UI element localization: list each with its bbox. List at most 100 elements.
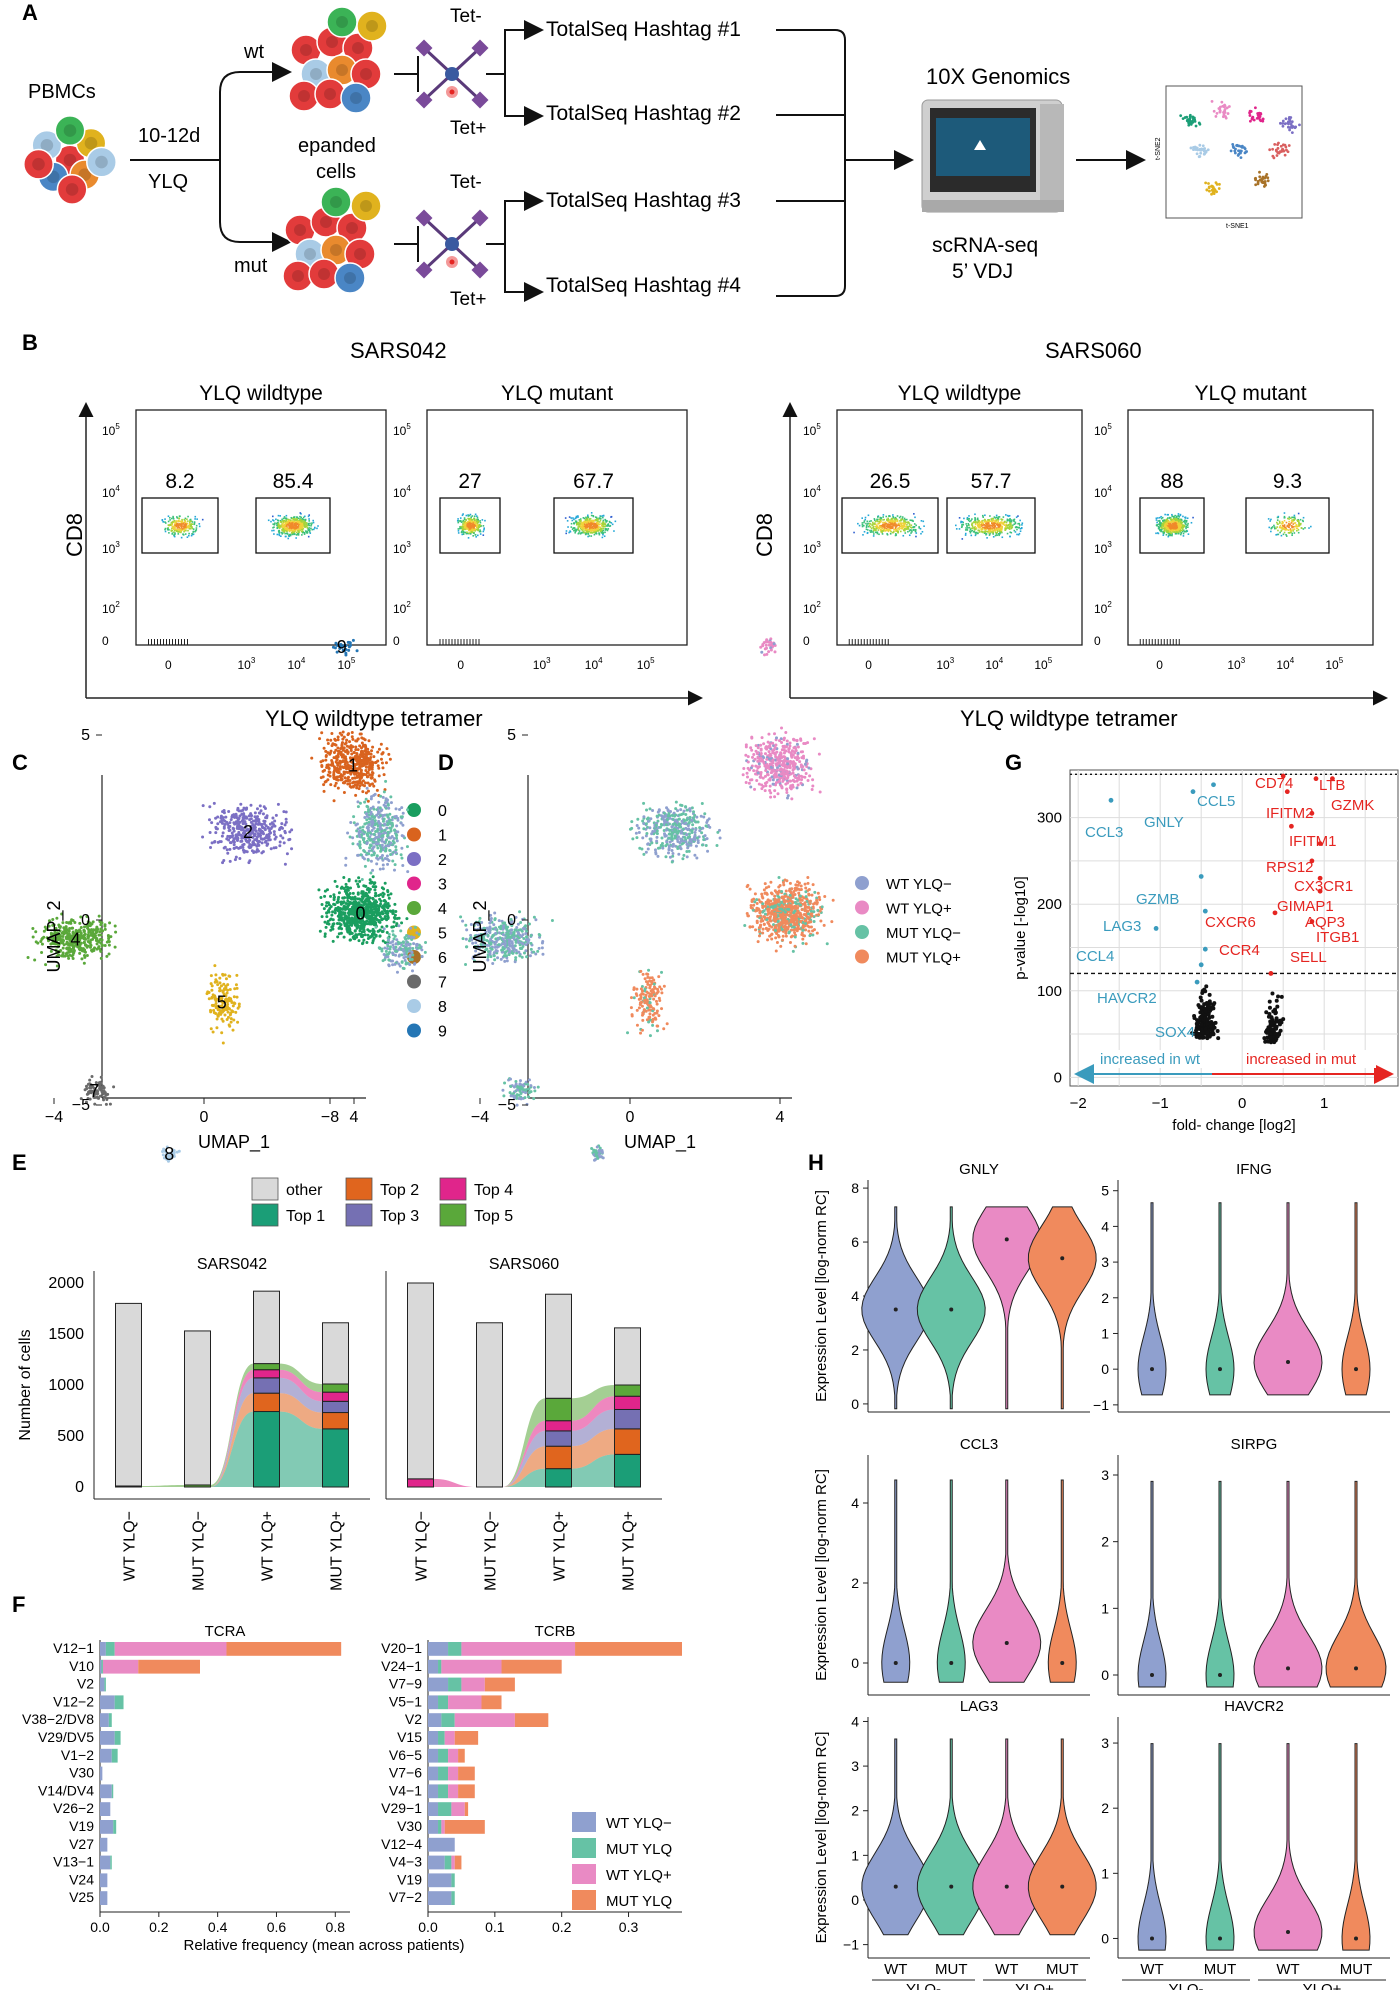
- tcr-bar-segment: [454, 1855, 462, 1870]
- x-tick-label: 0.8: [326, 1919, 346, 1935]
- tet-neg-label-1: Tet-: [450, 6, 482, 27]
- y-tick-label: 102: [803, 600, 821, 616]
- x-tick-label: 104: [288, 656, 306, 672]
- panel-a: A PBMCs 10-12d YLQ wt mut epanded cells …: [22, 0, 1303, 310]
- y-tick-label: V6−5: [389, 1747, 422, 1763]
- panel-label-d: D: [438, 750, 454, 775]
- violin-shape: [1341, 1743, 1371, 1951]
- tcr-bar-segment: [100, 1766, 103, 1781]
- umap-xlabel: UMAP_1: [198, 1132, 270, 1153]
- x-tick-label: 103: [238, 656, 256, 672]
- gate-percent: 27: [458, 470, 481, 493]
- panel-label-f: F: [12, 1592, 25, 1617]
- legend-label: 3: [438, 877, 447, 894]
- legend-swatch: [855, 900, 869, 915]
- tcr-bar-segment: [428, 1642, 449, 1656]
- tcr-bar-segment: [428, 1659, 439, 1674]
- volcano-point: [1266, 1029, 1271, 1034]
- y-tick-label: −5: [498, 1097, 516, 1114]
- gate-percent: 57.7: [971, 470, 1012, 493]
- pbmc-cells-icon: [23, 115, 117, 205]
- volcano-point: [1270, 991, 1275, 996]
- tcr-bar-segment: [100, 1891, 108, 1905]
- tcr-bar-segment: [438, 1784, 449, 1799]
- violin-median: [1060, 1884, 1065, 1889]
- tcr-bar-segment: [444, 1855, 452, 1870]
- flow-plot-title: YLQ wildtype: [199, 382, 323, 405]
- flow-plot-title: YLQ mutant: [501, 382, 613, 405]
- wt-gene-label: CCL3: [1085, 824, 1123, 841]
- legend-label: WT YLQ−: [606, 1815, 672, 1832]
- wt-gene-label: GZMB: [1136, 891, 1179, 908]
- tcr-bar-segment: [100, 1873, 108, 1888]
- violin-gene-title: HAVCR2: [1224, 1698, 1284, 1715]
- violin-median: [1354, 1666, 1358, 1671]
- legend-swatch: [439, 1203, 467, 1227]
- tcr-bar-segment: [438, 1659, 442, 1674]
- y-tick-label: V15: [397, 1729, 422, 1745]
- mut-gene-label: RPS12: [1266, 859, 1314, 876]
- y-tick-label: 0: [393, 634, 400, 648]
- volcano-point: [1268, 1035, 1273, 1040]
- y-tick-label: 8: [851, 1180, 859, 1196]
- y-tick-label: V2: [405, 1711, 422, 1727]
- y-tick-label: V7−2: [389, 1889, 422, 1905]
- y-tick-label: 4: [851, 1288, 859, 1304]
- tcr-bar-segment: [428, 1873, 452, 1888]
- gate-percent: 9.3: [1273, 470, 1302, 493]
- violin-shape: [1325, 1480, 1387, 1688]
- legend-swatch: [572, 1890, 596, 1910]
- violin-shape: [1253, 1202, 1323, 1396]
- x-tick-exp: 3: [546, 656, 551, 665]
- gate-box: [255, 497, 331, 554]
- volcano-plot: −2 −1 0 1 0 100 200 300 fold- change [log2] p-val…: [1012, 769, 1399, 1134]
- volcano-point: [1317, 841, 1323, 846]
- y-tick-label: 102: [393, 600, 411, 616]
- volcano-point: [1273, 1031, 1278, 1036]
- tcr-bar-segment: [138, 1659, 200, 1674]
- legend-label: MUT YLQ: [606, 1841, 672, 1858]
- legend-label: WT YLQ+: [606, 1867, 672, 1884]
- clone-bar-segment: [322, 1383, 349, 1393]
- tcr-bar-segment: [514, 1713, 549, 1727]
- y-tick-label: 1500: [48, 1326, 84, 1343]
- tcr-bar-segment: [114, 1695, 124, 1710]
- volcano-point: [1211, 782, 1216, 788]
- gate-box: [553, 497, 634, 554]
- tcr-bar-segment: [108, 1713, 112, 1727]
- pbmcs-label: PBMCs: [28, 81, 96, 103]
- volcano-point: [1198, 962, 1204, 968]
- tcr-bar-segment: [448, 1784, 459, 1799]
- y-tick-label: 5: [1101, 1183, 1109, 1199]
- tcr-bar-segment: [100, 1837, 108, 1852]
- x-tick-exp: 4: [999, 656, 1004, 665]
- volcano-point: [1279, 994, 1284, 999]
- y-tick-label: 4: [1101, 1218, 1109, 1234]
- tcr-bar-segment: [111, 1748, 118, 1763]
- wt-gene-label: CCL4: [1076, 948, 1114, 965]
- clone-bar-other: [184, 1330, 211, 1486]
- clone-ribbon: [433, 1428, 641, 1487]
- legend-swatch: [407, 999, 421, 1013]
- volcano-point: [1207, 1004, 1212, 1009]
- volcano-point: [1274, 998, 1279, 1003]
- tcr-bar-segment: [100, 1731, 115, 1745]
- panel-label-g: G: [1005, 750, 1022, 775]
- x-tick-label: 105: [1034, 656, 1052, 672]
- y-tick-label: V29/DV5: [38, 1729, 94, 1745]
- volcano-point: [1204, 984, 1209, 989]
- mut-gene-label: IFITM1: [1289, 833, 1337, 850]
- legend-swatch: [407, 974, 421, 989]
- y-tick-label: V2: [77, 1676, 94, 1692]
- x-tick-label: 1: [1320, 1095, 1328, 1112]
- clone-ribbon: [141, 1393, 349, 1487]
- legend-swatch: [251, 1177, 279, 1201]
- tcr-bar-segment: [438, 1731, 445, 1745]
- y-tick-label: −1: [1093, 1397, 1109, 1413]
- mut-gene-label: LTB: [1319, 777, 1345, 794]
- tcr-bar-segment: [100, 1659, 102, 1674]
- y-tick-label: V12−4: [381, 1836, 422, 1852]
- legend-swatch: [572, 1864, 596, 1884]
- x-tick-label: 105: [338, 656, 356, 672]
- gate-percent: 26.5: [870, 470, 911, 493]
